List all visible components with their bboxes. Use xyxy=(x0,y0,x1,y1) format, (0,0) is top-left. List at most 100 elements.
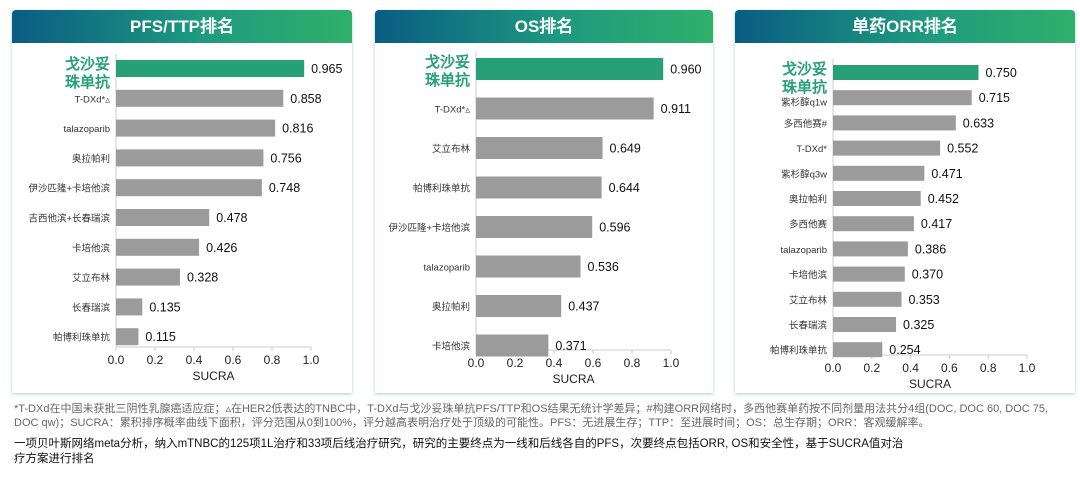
category-label: 伊沙匹隆+卡培他滨 xyxy=(28,183,110,195)
os-chart: 0.0 0.2 0.4 0.6 0.8 1.0 SUCRA 0.960 戈沙妥珠单抗 0.911 T… xyxy=(388,52,702,386)
bar xyxy=(833,140,941,156)
data-label: 0.471 xyxy=(931,167,962,181)
category-label: T-DXd*▵ xyxy=(75,94,111,105)
data-label: 0.353 xyxy=(908,293,939,307)
data-label: 0.911 xyxy=(661,102,691,116)
bar xyxy=(833,241,908,257)
x-tick-label: 0.8 xyxy=(980,361,997,375)
bar xyxy=(116,119,276,137)
category-label-highlight: 珠单抗 xyxy=(65,73,110,91)
footnote: *T-DXd在中国未获批三阴性乳腺癌适应症；▵在HER2低表达的TNBC中，T-… xyxy=(14,403,1049,429)
bar xyxy=(116,149,264,167)
bar xyxy=(476,216,593,238)
bar xyxy=(476,97,654,120)
category-label: 卡培他滨 xyxy=(72,242,111,254)
data-label: 0.644 xyxy=(609,181,640,195)
data-label: 0.115 xyxy=(145,330,175,344)
pfs-chart: 0.0 0.2 0.4 0.6 0.8 1.0 SUCRA 0.965 戈沙妥珠单抗 0.858 T… xyxy=(28,54,343,383)
bar xyxy=(476,255,581,278)
data-label: 0.596 xyxy=(599,221,630,235)
data-label: 0.552 xyxy=(947,142,978,156)
x-tick-label: 0.0 xyxy=(468,356,485,370)
category-label: 奥拉帕利 xyxy=(72,153,110,165)
category-label: 帕博利珠单抗 xyxy=(413,183,471,195)
bar xyxy=(116,209,210,226)
data-label: 0.370 xyxy=(912,268,943,282)
data-label: 0.816 xyxy=(282,122,313,136)
x-tick-label: 0.8 xyxy=(624,356,641,370)
bar xyxy=(833,266,905,282)
x-tick-label: 0.6 xyxy=(941,361,958,375)
category-label: T-DXd* xyxy=(796,144,827,155)
x-tick-label: 0.4 xyxy=(546,356,563,370)
bar xyxy=(833,191,921,206)
category-label: talazoparib xyxy=(64,124,110,135)
category-label: T-DXd*▵ xyxy=(435,105,471,116)
category-label: 紫杉醇q3w xyxy=(781,168,827,180)
data-label: 0.426 xyxy=(206,241,237,255)
data-label: 0.960 xyxy=(670,63,701,77)
data-label: 0.452 xyxy=(928,192,959,206)
data-label: 0.328 xyxy=(187,271,218,285)
category-label: 艾立布林 xyxy=(432,143,471,155)
category-label: 奥拉帕利 xyxy=(789,194,827,206)
chart-title: OS排名 xyxy=(375,10,713,43)
data-label: 0.858 xyxy=(290,92,321,106)
category-label-highlight: 珠单抗 xyxy=(425,71,470,89)
data-label: 0.417 xyxy=(921,217,952,231)
bar xyxy=(116,60,305,77)
data-label: 0.254 xyxy=(889,343,920,357)
category-label: 卡培他滨 xyxy=(789,269,828,281)
data-label: 0.135 xyxy=(149,300,180,314)
bar xyxy=(833,115,956,131)
x-tick-label: 0.4 xyxy=(186,353,203,367)
bar xyxy=(833,90,972,106)
category-label-highlight: 珠单抗 xyxy=(782,78,827,96)
data-label: 0.478 xyxy=(216,211,247,225)
bar xyxy=(833,291,902,307)
data-label: 0.386 xyxy=(915,242,946,256)
chart-title: 单药ORR排名 xyxy=(735,10,1075,43)
category-label: 帕博利珠单抗 xyxy=(53,332,111,344)
bar xyxy=(476,295,562,317)
x-tick-label: 0.4 xyxy=(902,361,919,375)
x-tick-label: 1.0 xyxy=(663,356,680,370)
chart-title: PFS/TTP排名 xyxy=(12,10,352,43)
x-tick-label: 0.0 xyxy=(825,361,842,375)
bar xyxy=(833,65,979,80)
panel-orr: 单药ORR排名 0.0 0.2 0.4 0.6 0.8 1.0 SUCRA 0.750 戈沙妥珠… xyxy=(735,10,1075,393)
data-label: 0.371 xyxy=(555,339,586,353)
data-label: 0.633 xyxy=(963,116,994,130)
category-label: talazoparib xyxy=(424,263,470,274)
data-label: 0.325 xyxy=(903,318,934,332)
category-label-highlight: 戈沙妥 xyxy=(425,53,470,71)
bar xyxy=(833,165,925,181)
orr-chart: 0.0 0.2 0.4 0.6 0.8 1.0 SUCRA 0.750 戈沙妥珠单抗 0.715 紫… xyxy=(770,59,1036,391)
bar xyxy=(116,328,139,346)
category-label: 伊沙匹隆+卡培他滨 xyxy=(388,222,470,234)
x-tick-label: 1.0 xyxy=(1019,361,1036,375)
summary-text: 一项贝叶斯网络meta分析，纳入mTNBC的125项1L治疗和33项后线治疗研究… xyxy=(14,438,904,465)
panel-pfs: PFS/TTP排名 0.0 0.2 0.4 0.6 0.8 1.0 SUCRA 0.965 戈沙… xyxy=(12,10,352,393)
data-label: 0.437 xyxy=(568,300,599,314)
bar xyxy=(116,238,200,256)
x-tick-label: 0.0 xyxy=(108,353,125,367)
bar xyxy=(476,334,549,357)
category-label: 艾立布林 xyxy=(72,272,111,284)
bar xyxy=(116,298,143,316)
data-label: 0.649 xyxy=(610,142,641,156)
category-label: 艾立布林 xyxy=(789,294,828,306)
bar xyxy=(833,342,883,358)
x-axis-label: SUCRA xyxy=(192,369,234,383)
x-tick-label: 0.2 xyxy=(863,361,880,375)
bar xyxy=(833,216,914,232)
bar xyxy=(116,268,180,286)
x-tick-label: 0.8 xyxy=(264,353,281,367)
category-label: 卡培他滨 xyxy=(432,341,471,353)
x-tick-label: 0.2 xyxy=(147,353,164,367)
x-axis-label: SUCRA xyxy=(909,377,951,391)
category-label: 吉西他滨+长春瑞滨 xyxy=(28,213,110,225)
x-axis-label: SUCRA xyxy=(552,372,594,386)
category-label: 奥拉帕利 xyxy=(432,301,470,313)
category-label: 多西他赛 xyxy=(789,219,828,231)
